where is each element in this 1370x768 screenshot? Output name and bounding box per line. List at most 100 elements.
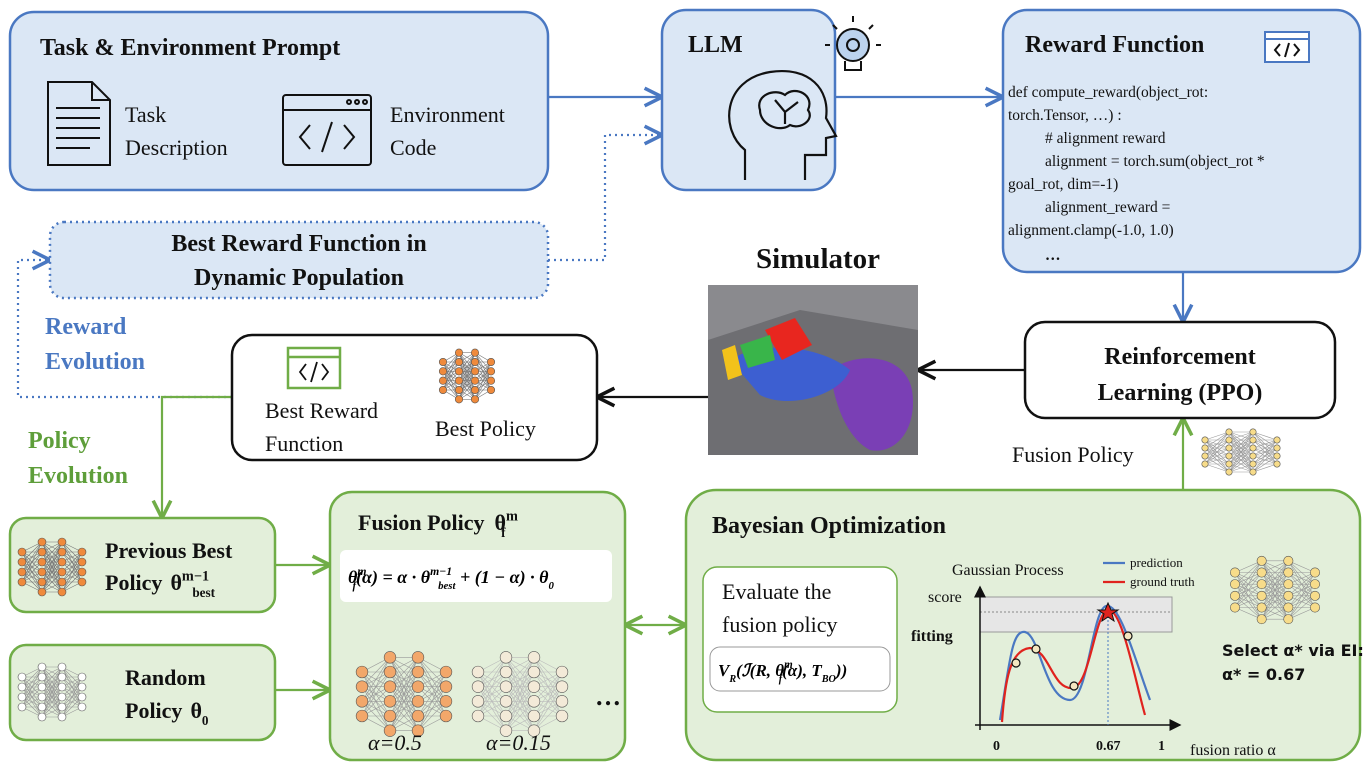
nn-edge	[474, 361, 492, 391]
nn-edge	[1252, 447, 1278, 473]
nn-edge	[1234, 560, 1262, 597]
label: Code	[390, 135, 436, 160]
formula-text: (ℐ(R, θ	[736, 661, 784, 680]
title: Bayesian Optimization	[712, 513, 946, 539]
nn-edge	[1288, 595, 1316, 620]
nn-node	[1249, 468, 1257, 476]
nn-edge	[1204, 431, 1230, 449]
previous-best: Previous Best Policy θm−1 best	[8, 516, 277, 614]
nn-node	[77, 577, 87, 587]
nn-edge	[1252, 431, 1278, 441]
nn-node	[37, 537, 47, 547]
nn-node	[1273, 460, 1281, 468]
nn-edge	[474, 371, 492, 400]
nn-edge	[505, 657, 535, 702]
nn-node	[411, 665, 425, 679]
nn-node	[454, 395, 464, 404]
x-tick-label: 1	[1158, 739, 1165, 754]
gp-plot: Gaussian Process score fusion ratio α 0 …	[928, 555, 1276, 759]
nn-node	[527, 680, 541, 693]
nn-node	[17, 682, 27, 692]
alpha-label: α=0.5	[368, 730, 422, 755]
nn-edge	[477, 671, 507, 717]
nn-node	[1283, 590, 1294, 601]
nn-edge	[61, 551, 83, 583]
nn-edge	[1228, 431, 1254, 449]
reward-evolution-label: Reward	[45, 314, 127, 340]
nn-node	[57, 702, 67, 712]
nn-edge	[442, 371, 460, 391]
bayesian-optimization: Bayesian Optimization Evaluate the fusio…	[684, 488, 1364, 762]
nn-edge	[505, 671, 535, 731]
nn-edge	[1204, 431, 1230, 441]
code-line: torch.Tensor, …) :	[1008, 107, 1122, 124]
formula: VR(ℐ(R, θm f(α), TBO))	[718, 659, 847, 685]
formula-text: θ	[190, 698, 201, 723]
nn-edge	[1204, 447, 1230, 465]
nn-node	[499, 709, 513, 723]
title: Task & Environment Prompt	[40, 35, 340, 61]
nn-node	[1273, 444, 1281, 452]
observations	[1011, 631, 1133, 691]
nn-edge	[41, 666, 63, 708]
nn-node	[439, 665, 453, 679]
label: Best Reward	[265, 398, 378, 423]
nn-edge	[1288, 572, 1316, 620]
nn-node	[57, 692, 67, 702]
nn-edge	[41, 541, 63, 573]
nn-node	[486, 357, 496, 367]
nn-node	[411, 680, 425, 693]
nn-node	[77, 567, 87, 577]
task-prompt: Task & Environment Prompt Task Descripti…	[8, 10, 550, 192]
superscript: m	[357, 565, 366, 578]
nn-node	[411, 651, 425, 664]
nn-node	[486, 385, 496, 395]
nn-node	[555, 709, 569, 723]
nn-edge	[61, 676, 83, 698]
nn-edge	[41, 541, 63, 583]
formula-text: (α), T	[782, 661, 822, 680]
nn-edge	[61, 686, 83, 718]
nn-edge	[41, 666, 63, 698]
code-line: # alignment reward	[1045, 130, 1166, 147]
nn-node	[411, 724, 425, 737]
nn-node	[57, 587, 67, 597]
nn-node	[1256, 555, 1267, 566]
nn-edge	[417, 686, 447, 731]
selection: α* = 0.67	[1222, 665, 1305, 684]
nn-node	[1310, 567, 1320, 578]
nn-node	[383, 695, 397, 708]
nn-node	[77, 682, 87, 692]
bulb-icon	[825, 16, 881, 71]
formula-box	[709, 646, 891, 692]
label: Function	[265, 431, 343, 456]
nn-node	[1273, 436, 1281, 444]
reinforcement-learning: Reinforcement Learning (PPO)	[1023, 320, 1337, 420]
nn-node	[1201, 452, 1209, 460]
nn-edge	[361, 671, 391, 717]
nn-node	[1256, 579, 1267, 590]
x-tick-label: 0.67	[1096, 739, 1121, 754]
superscript: m−1	[182, 568, 209, 584]
policy-evolution-label: Evolution	[28, 463, 128, 489]
nn-node	[1283, 555, 1294, 566]
nn-edge	[442, 361, 460, 391]
subscript: 0	[548, 580, 554, 592]
subscript: f	[352, 580, 357, 592]
formula-text: (α) = α · θ	[356, 567, 431, 588]
nn-edge	[61, 676, 83, 708]
nn-edge	[1252, 439, 1278, 465]
nn-node	[37, 692, 47, 702]
nn-node	[57, 557, 67, 567]
alpha-label: α=0.15	[486, 730, 551, 755]
nn-node	[17, 557, 27, 567]
nn-node	[17, 692, 27, 702]
nn-edge	[1252, 439, 1278, 449]
nn-icon	[17, 662, 87, 722]
nn-node	[37, 577, 47, 587]
nn-node	[37, 587, 47, 597]
nn-edge	[442, 352, 460, 391]
subscript: R	[728, 674, 736, 685]
nn-edge	[458, 352, 476, 381]
dotted-arrow	[16, 260, 232, 399]
